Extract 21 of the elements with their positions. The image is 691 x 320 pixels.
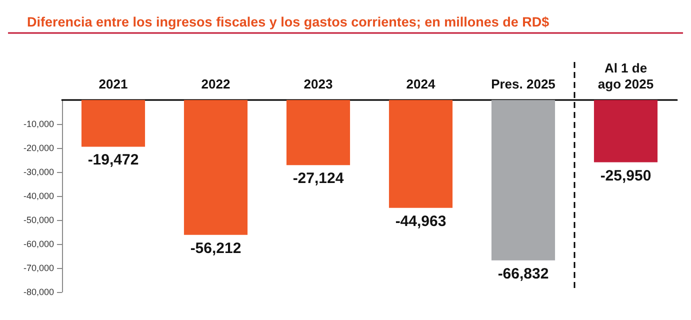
data-label: -56,212	[190, 240, 242, 257]
data-label: -27,124	[292, 170, 344, 188]
x-tick-label: 2024	[406, 76, 436, 92]
y-tick-label: -50,000	[23, 215, 54, 225]
x-tick-label: 2023	[304, 76, 333, 92]
x-tick-label: 2021	[98, 76, 128, 92]
data-label: -25,950	[600, 167, 652, 184]
y-tick-label: -70,000	[23, 263, 54, 273]
y-tick-label: -20,000	[23, 143, 54, 153]
x-tick-label: Pres. 2025	[491, 76, 556, 92]
y-tick-label: -40,000	[23, 191, 54, 201]
data-label: -19,472	[88, 152, 139, 169]
data-label: -66,832	[498, 265, 549, 282]
x-tick-label: 2022	[201, 76, 230, 92]
y-tick-label: -30,000	[23, 167, 54, 177]
data-label: -44,963	[395, 212, 446, 230]
chart-title: Diferencia entre los ingresos fiscales y los gastos corrientes; en millones de RD$	[27, 14, 550, 30]
x-tick-label: Al 1 de ago 2025	[598, 60, 654, 92]
y-tick-label: -60,000	[23, 239, 54, 249]
y-tick-label: -80,000	[23, 287, 54, 297]
y-tick-label: -10,000	[23, 119, 54, 129]
